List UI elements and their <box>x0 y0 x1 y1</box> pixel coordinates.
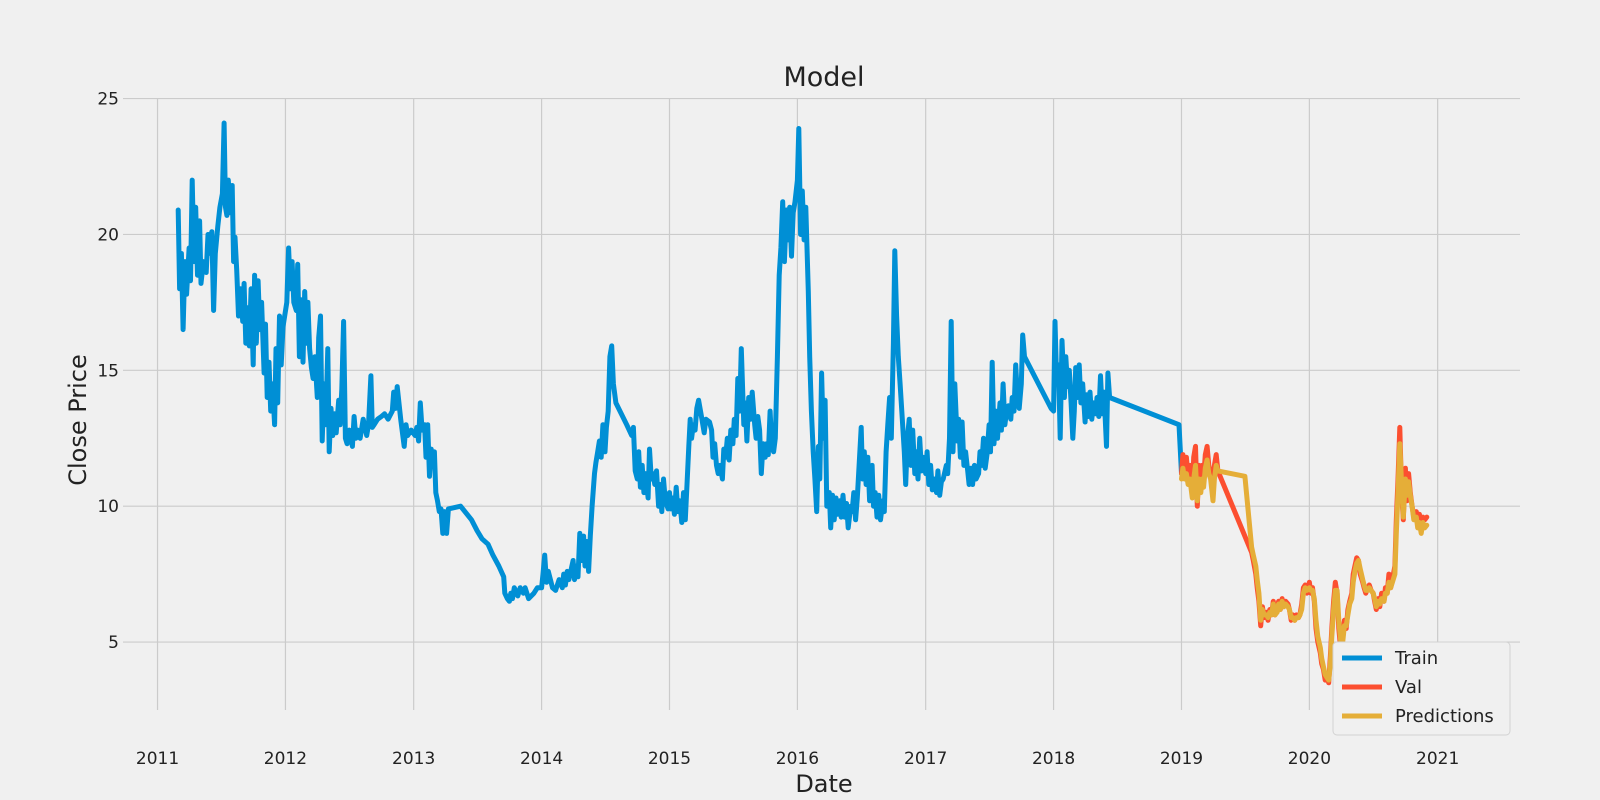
y-tick-label: 5 <box>108 633 119 653</box>
x-tick-label: 2013 <box>392 749 435 769</box>
x-tick-label: 2011 <box>136 749 179 769</box>
x-tick-label: 2019 <box>1160 749 1203 769</box>
series-line-predictions <box>1179 441 1430 683</box>
legend-label-predictions: Predictions <box>1395 706 1494 727</box>
chart-title: Model <box>783 62 864 93</box>
y-gridlines <box>123 97 1520 643</box>
y-tick-label: 20 <box>97 225 119 245</box>
series-layer <box>175 120 1430 686</box>
legend-box <box>1332 641 1511 736</box>
x-tick-label: 2018 <box>1032 749 1075 769</box>
y-tick-label: 10 <box>97 497 119 517</box>
legend-label-val: Val <box>1395 677 1422 698</box>
legend: Train Val Predictions <box>1332 641 1511 736</box>
x-tick-labels: 2011 2012 2013 2014 2015 2016 2017 2018 2019 2020… <box>136 749 1459 769</box>
x-gridlines <box>156 98 1439 710</box>
series-line-train <box>175 120 1184 604</box>
y-tick-label: 15 <box>97 361 119 381</box>
x-tick-label: 2012 <box>264 749 307 769</box>
x-tick-label: 2020 <box>1288 749 1331 769</box>
y-tick-labels: 5 10 15 20 25 <box>97 90 119 653</box>
x-tick-label: 2021 <box>1416 749 1459 769</box>
legend-label-train: Train <box>1394 648 1438 669</box>
x-tick-label: 2015 <box>648 749 691 769</box>
x-tick-label: 2016 <box>776 749 819 769</box>
x-tick-label: 2017 <box>904 749 947 769</box>
y-tick-label: 25 <box>97 90 119 110</box>
y-axis-label: Close Price <box>64 354 92 486</box>
x-tick-label: 2014 <box>520 749 563 769</box>
x-axis-label: Date <box>795 770 852 798</box>
